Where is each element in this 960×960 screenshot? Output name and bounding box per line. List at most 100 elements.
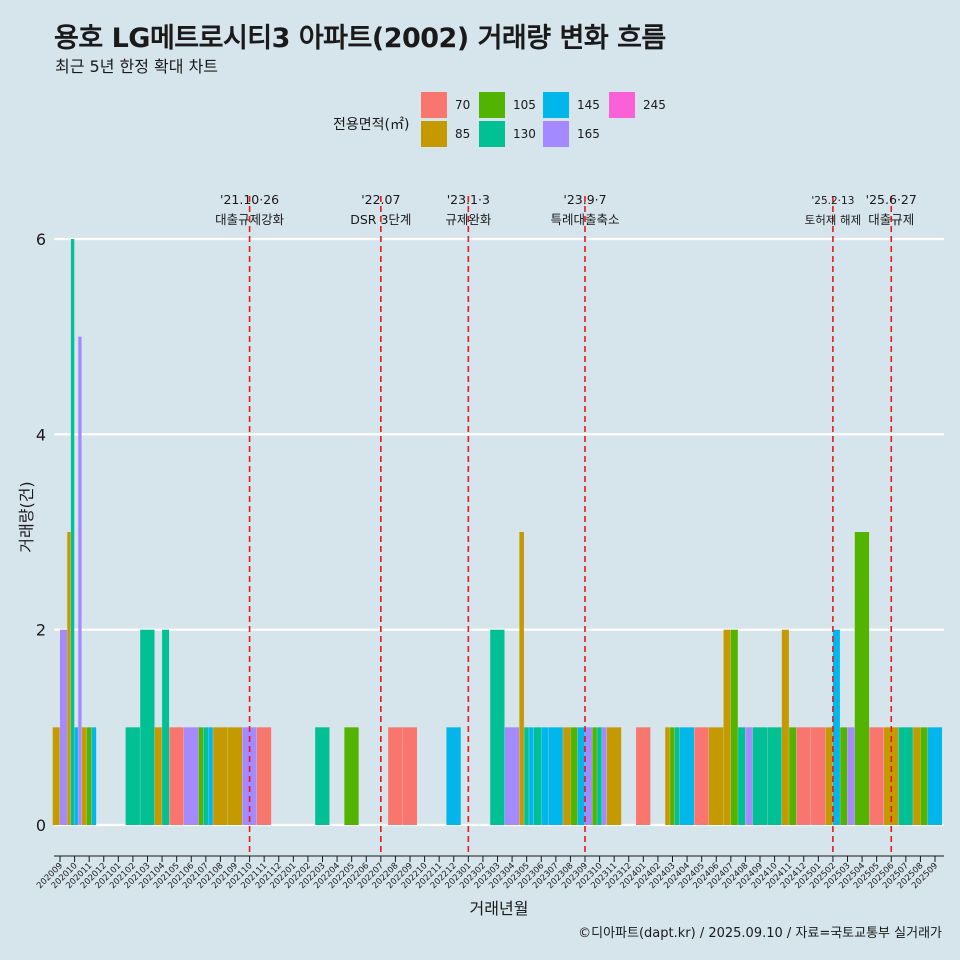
legend-title: 전용면적(㎡) — [333, 117, 410, 133]
bar-202509-145 — [927, 727, 942, 825]
bar-202407-105 — [730, 629, 738, 825]
bar-202306-130 — [533, 727, 541, 825]
bar-202205-105 — [344, 727, 359, 825]
bar-202408-165 — [745, 727, 753, 825]
annotation-label: 토허제 해제 — [805, 213, 862, 227]
bar-202309-145 — [577, 727, 585, 825]
annotation-date: '22.07 — [361, 192, 400, 207]
bar-202403-130 — [674, 727, 680, 825]
legend-label: 130 — [513, 127, 536, 141]
bar-202010-85 — [67, 532, 71, 825]
bar-202503-105 — [840, 727, 848, 825]
bar-202107-105 — [198, 727, 204, 825]
bar-202212-145 — [446, 727, 461, 825]
bar-202308-105 — [570, 727, 578, 825]
y-tick-label: 0 — [36, 816, 46, 835]
annotation-label: DSR 3단계 — [350, 212, 411, 227]
bar-202307-145 — [548, 727, 563, 825]
bar-202403-85 — [665, 727, 670, 825]
bars — [52, 239, 942, 825]
bar-202412-70 — [796, 727, 811, 825]
legend-item-165: 165 — [543, 121, 600, 147]
bar-202309-165 — [585, 727, 592, 825]
bar-202011-85 — [81, 727, 87, 825]
annotation-label: 규제완화 — [445, 212, 492, 227]
bar-202502-145 — [832, 629, 840, 825]
chart-title: 용호 LG메트로시티3 아파트(2002) 거래량 변화 흐름 — [54, 23, 666, 54]
legend-label: 105 — [513, 98, 536, 112]
bar-202107-130 — [203, 727, 208, 825]
bar-202408-130 — [738, 727, 746, 825]
bar-202010-165 — [78, 336, 82, 825]
chart-subtitle: 최근 5년 한정 확대 차트 — [55, 57, 219, 76]
bar-202106-165 — [183, 727, 199, 825]
bar-202305-145 — [529, 727, 534, 825]
legend-label: 165 — [577, 127, 600, 141]
annotation-date: '21.10·26 — [220, 192, 279, 207]
annotation-date: '25.2·13 — [811, 195, 854, 207]
bar-202011-105 — [86, 727, 92, 825]
legend-swatch — [543, 92, 569, 118]
bar-202105-70 — [169, 727, 184, 825]
legend-label: 85 — [455, 127, 471, 141]
bar-202410-130 — [767, 727, 782, 825]
source-credit: ©디아파트(dapt.kr) / 2025.09.10 / 자료=국토교통부 실… — [578, 926, 942, 941]
bar-202508-105 — [920, 727, 928, 825]
legend-item-245: 245 — [609, 92, 666, 118]
legend-swatch — [609, 92, 635, 118]
bar-202310-165 — [602, 727, 607, 825]
bar-202108-85 — [213, 727, 228, 825]
annotation-date: '23.9·7 — [563, 192, 606, 207]
annotation-date: '25.6·27 — [866, 192, 917, 207]
bar-202203-130 — [315, 727, 330, 825]
bar-202411-85 — [781, 629, 789, 825]
bar-202107-145 — [208, 727, 213, 825]
legend-swatch — [479, 92, 505, 118]
x-axis-title: 거래년월 — [470, 899, 529, 918]
y-tick-label: 6 — [36, 230, 46, 249]
bar-202306-145 — [541, 727, 549, 825]
bar-202411-105 — [789, 727, 797, 825]
legend-label: 245 — [643, 98, 666, 112]
annotation-date: '23.1·3 — [447, 192, 490, 207]
bar-202104-130 — [162, 629, 170, 825]
y-axis-title: 거래량(건) — [17, 481, 36, 552]
bar-202304-165 — [504, 727, 520, 825]
bar-202010-130 — [70, 239, 75, 825]
bar-202409-130 — [752, 727, 767, 825]
bar-202009-85 — [52, 727, 60, 825]
bar-202208-70 — [388, 727, 403, 825]
bar-202503-165 — [847, 727, 855, 825]
bar-202103-130 — [140, 629, 155, 825]
bar-202209-70 — [402, 727, 417, 825]
bar-202508-85 — [913, 727, 921, 825]
legend-item-130: 130 — [479, 121, 536, 147]
bar-202401-70 — [636, 727, 651, 825]
bar-202504-105 — [854, 532, 870, 825]
bar-202010-145 — [74, 727, 78, 825]
bar-202502-85 — [825, 727, 833, 825]
bar-202305-85 — [519, 532, 524, 825]
legend-item-85: 85 — [421, 121, 470, 147]
bar-202102-130 — [125, 727, 140, 825]
annotation-label: 대출규제강화 — [215, 212, 285, 227]
legend-label: 70 — [455, 98, 471, 112]
bar-202109-85 — [227, 727, 242, 825]
annotations: '21.10·26 대출규제강화 '22.07 DSR 3단계 '23.1·3 규제완화 '… — [215, 192, 917, 852]
bar-202403-105 — [670, 727, 675, 825]
annotation-label: 특례대출축소 — [550, 212, 619, 227]
legend-swatch — [543, 121, 569, 147]
legend-swatch — [479, 121, 505, 147]
bar-202310-130 — [597, 727, 602, 825]
bar-202308-85 — [563, 727, 571, 825]
annotation-label: 대출규제 — [868, 212, 914, 227]
legend-item-145: 145 — [543, 92, 600, 118]
bar-202009-165 — [60, 629, 67, 825]
bar-202501-70 — [811, 727, 826, 825]
bar-202104-85 — [154, 727, 162, 825]
bar-202505-70 — [869, 727, 884, 825]
bar-202310-105 — [592, 727, 597, 825]
legend-swatch — [421, 92, 447, 118]
bar-202303-130 — [490, 629, 505, 825]
